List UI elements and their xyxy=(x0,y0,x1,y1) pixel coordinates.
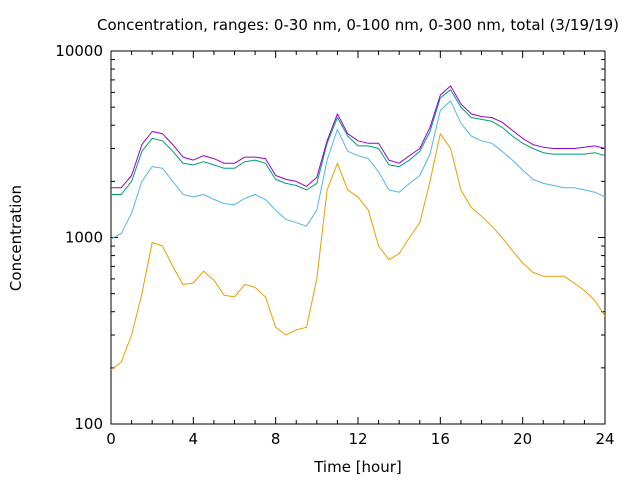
y-axis-label: Concentration xyxy=(7,185,25,291)
x-tick-label: 4 xyxy=(189,430,199,448)
series-line-1 xyxy=(110,133,606,371)
x-tick-label: 8 xyxy=(271,430,281,448)
x-tick-label: 20 xyxy=(513,430,532,448)
y-tick-label: 100 xyxy=(74,415,103,433)
y-tick-label: 10000 xyxy=(55,42,103,60)
x-tick-label: 16 xyxy=(431,430,450,448)
series-line-3 xyxy=(111,89,606,195)
plot-area: 0 4 8 12 16 20 24 100 1000 10000 xyxy=(55,42,614,448)
x-tick-label: 24 xyxy=(595,430,614,448)
x-tick-label: 0 xyxy=(106,430,116,448)
x-axis-label: Time [hour] xyxy=(313,458,402,476)
plot-frame xyxy=(110,50,606,425)
y-tick-label: 1000 xyxy=(65,229,103,247)
series-line-2 xyxy=(110,100,606,240)
chart-title: Concentration, ranges: 0-30 nm, 0-100 nm… xyxy=(97,16,619,34)
series-line-4 xyxy=(111,85,606,189)
x-tick-label: 12 xyxy=(348,430,367,448)
